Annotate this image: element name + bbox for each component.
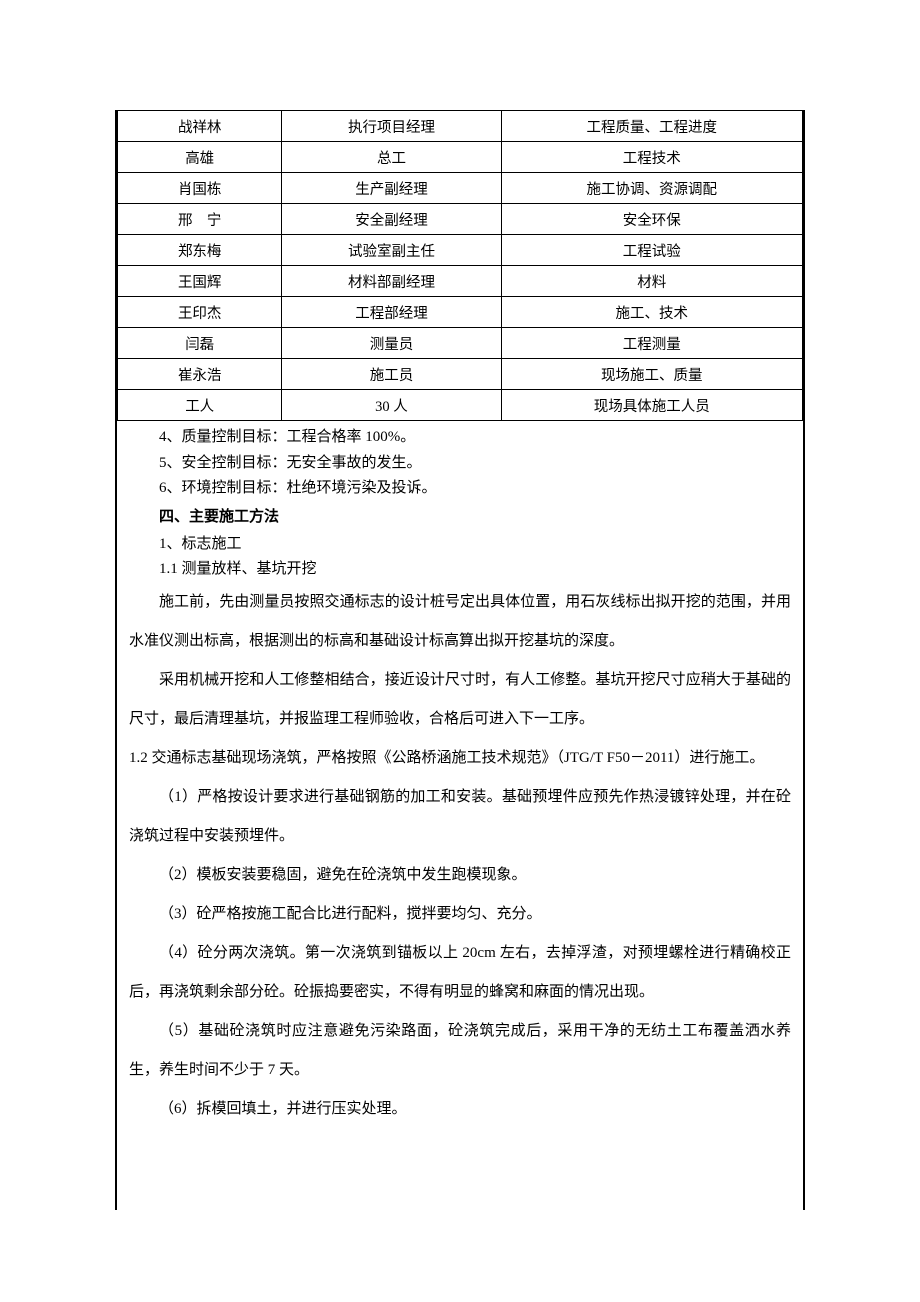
cell-duty: 工程测量 [501,328,802,359]
cell-role: 材料部副经理 [282,266,501,297]
table-row: 郑东梅 试验室副主任 工程试验 [118,235,803,266]
cell-role: 执行项目经理 [282,111,501,142]
cell-duty: 工程试验 [501,235,802,266]
paragraph: （3）砼严格按施工配合比进行配料，搅拌要均匀、充分。 [129,895,791,934]
sub-1-2: 1.2 交通标志基础现场浇筑，严格按照《公路桥涵施工技术规范》（JTG/T F5… [129,739,791,778]
cell-name: 肖国栋 [118,173,282,204]
paragraph: （1）严格按设计要求进行基础钢筋的加工和安装。基础预埋件应预先作热浸镀锌处理，并… [129,778,791,856]
cell-role: 测量员 [282,328,501,359]
targets-block: 4、质量控制目标：工程合格率 100%。 5、安全控制目标：无安全事故的发生。 … [129,425,791,502]
target-quality: 4、质量控制目标：工程合格率 100%。 [129,425,791,451]
cell-name: 王印杰 [118,297,282,328]
table-row: 工人 30 人 现场具体施工人员 [118,390,803,421]
table-row: 闫磊 测量员 工程测量 [118,328,803,359]
sub-block: 1、标志施工 1.1 测量放样、基坑开挖 [129,532,791,583]
paragraph: 采用机械开挖和人工修整相结合，接近设计尺寸时，有人工修整。基坑开挖尺寸应稍大于基… [129,661,791,739]
cell-name: 崔永浩 [118,359,282,390]
cell-duty: 施工协调、资源调配 [501,173,802,204]
cell-name: 工人 [118,390,282,421]
target-safety: 5、安全控制目标：无安全事故的发生。 [129,451,791,477]
cell-name: 闫磊 [118,328,282,359]
cell-role: 30 人 [282,390,501,421]
cell-role: 总工 [282,142,501,173]
cell-name: 邢 宁 [118,204,282,235]
sub-1: 1、标志施工 [129,532,791,558]
personnel-table: 战祥林 执行项目经理 工程质量、工程进度 高雄 总工 工程技术 肖国栋 生产副经… [117,110,803,421]
cell-duty: 工程质量、工程进度 [501,111,802,142]
table-row: 高雄 总工 工程技术 [118,142,803,173]
page-border: 战祥林 执行项目经理 工程质量、工程进度 高雄 总工 工程技术 肖国栋 生产副经… [115,110,805,1210]
section-heading: 四、主要施工方法 [129,502,791,532]
document-page: 战祥林 执行项目经理 工程质量、工程进度 高雄 总工 工程技术 肖国栋 生产副经… [0,0,920,1302]
paragraph: （2）模板安装要稳固，避免在砼浇筑中发生跑模现象。 [129,856,791,895]
table-row: 肖国栋 生产副经理 施工协调、资源调配 [118,173,803,204]
cell-role: 安全副经理 [282,204,501,235]
table-row: 王印杰 工程部经理 施工、技术 [118,297,803,328]
cell-duty: 材料 [501,266,802,297]
target-env: 6、环境控制目标：杜绝环境污染及投诉。 [129,476,791,502]
cell-role: 工程部经理 [282,297,501,328]
table-row: 崔永浩 施工员 现场施工、质量 [118,359,803,390]
table-row: 战祥林 执行项目经理 工程质量、工程进度 [118,111,803,142]
paragraph: 施工前，先由测量员按照交通标志的设计桩号定出具体位置，用石灰线标出拟开挖的范围，… [129,583,791,661]
sub-1-1: 1.1 测量放样、基坑开挖 [129,557,791,583]
cell-role: 试验室副主任 [282,235,501,266]
cell-duty: 施工、技术 [501,297,802,328]
cell-duty: 工程技术 [501,142,802,173]
cell-name: 高雄 [118,142,282,173]
table-row: 王国辉 材料部副经理 材料 [118,266,803,297]
paragraph: （6）拆模回填土，并进行压实处理。 [129,1090,791,1129]
cell-duty: 安全环保 [501,204,802,235]
paragraph: （4）砼分两次浇筑。第一次浇筑到锚板以上 20cm 左右，去掉浮渣，对预埋螺栓进… [129,934,791,1012]
cell-name: 郑东梅 [118,235,282,266]
cell-role: 施工员 [282,359,501,390]
table-row: 邢 宁 安全副经理 安全环保 [118,204,803,235]
cell-duty: 现场施工、质量 [501,359,802,390]
paragraph: （5）基础砼浇筑时应注意避免污染路面，砼浇筑完成后，采用干净的无纺土工布覆盖洒水… [129,1012,791,1090]
cell-name: 战祥林 [118,111,282,142]
cell-role: 生产副经理 [282,173,501,204]
cell-name: 王国辉 [118,266,282,297]
cell-duty: 现场具体施工人员 [501,390,802,421]
body-text: 4、质量控制目标：工程合格率 100%。 5、安全控制目标：无安全事故的发生。 … [117,421,803,1129]
